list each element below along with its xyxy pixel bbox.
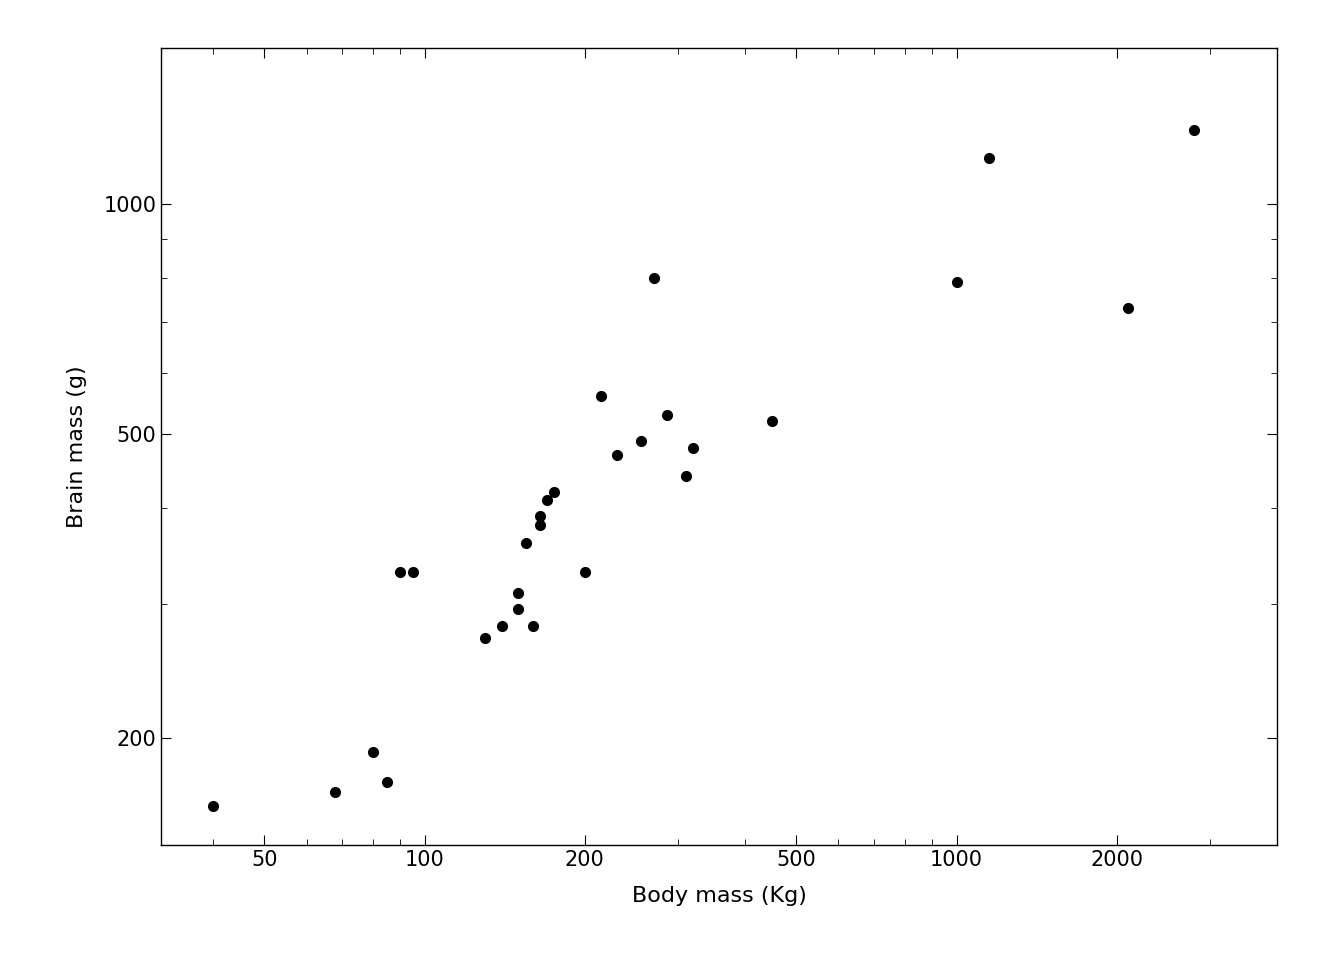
- Y-axis label: Brain mass (g): Brain mass (g): [67, 365, 87, 528]
- Point: [363, 744, 384, 759]
- Point: [530, 517, 551, 533]
- Point: [675, 468, 696, 484]
- Point: [202, 799, 223, 814]
- Point: [590, 389, 612, 404]
- Point: [606, 446, 628, 462]
- Point: [402, 564, 423, 580]
- Point: [978, 150, 1000, 165]
- Point: [508, 585, 530, 600]
- Point: [536, 492, 558, 508]
- Point: [492, 619, 513, 635]
- Point: [656, 407, 677, 422]
- Point: [630, 433, 652, 448]
- X-axis label: Body mass (Kg): Body mass (Kg): [632, 886, 806, 906]
- Point: [761, 414, 782, 429]
- Point: [1117, 300, 1138, 316]
- Point: [376, 775, 398, 790]
- Point: [644, 271, 665, 286]
- Point: [515, 536, 536, 551]
- Point: [683, 440, 704, 455]
- Point: [390, 564, 411, 580]
- Point: [1184, 122, 1206, 137]
- Point: [946, 275, 968, 290]
- Point: [508, 601, 530, 616]
- Point: [474, 631, 496, 646]
- Point: [325, 784, 347, 800]
- Point: [543, 484, 564, 499]
- Point: [523, 619, 544, 635]
- Point: [530, 509, 551, 524]
- Point: [574, 564, 595, 580]
